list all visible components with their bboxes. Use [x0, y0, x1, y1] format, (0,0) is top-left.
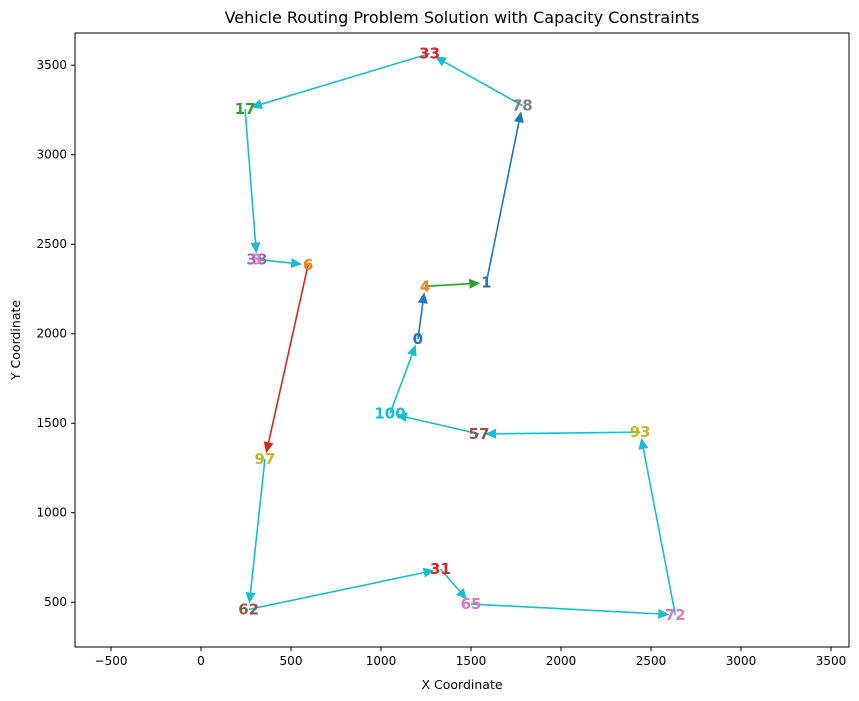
plot-frame — [74, 32, 850, 648]
node-label: 72 — [665, 606, 686, 624]
x-tick-label: 1000 — [366, 654, 397, 668]
y-axis-label: Y Coordinate — [8, 300, 23, 381]
x-tick-label: 2500 — [636, 654, 667, 668]
route-edge — [425, 282, 470, 288]
route-arrowhead — [469, 278, 481, 289]
node-label: 93 — [630, 423, 651, 441]
x-tick-label: 2000 — [546, 654, 577, 668]
y-tick-label: 1500 — [36, 416, 67, 430]
route-edge — [485, 121, 520, 283]
route-edge — [417, 303, 424, 340]
node-label: 100 — [374, 404, 405, 422]
route-edge — [439, 568, 461, 592]
x-axis-ticks: −500 0 500 1000 1500 2000 2500 3000 3500 — [95, 647, 847, 668]
x-tick-label: 500 — [280, 654, 303, 668]
x-tick-label: 0 — [197, 654, 205, 668]
y-axis-ticks: 500 1000 1500 2000 2500 3000 3500 — [36, 58, 75, 609]
route-arrowhead — [658, 608, 670, 619]
route-edge — [389, 354, 413, 414]
route-edge — [244, 109, 257, 243]
node-label: 31 — [430, 560, 451, 578]
route-edge — [406, 416, 480, 435]
route-arrowhead — [395, 412, 408, 423]
route-arrowhead — [290, 258, 303, 269]
y-tick-label: 500 — [44, 595, 67, 609]
route-arrowhead — [263, 441, 274, 454]
route-edge — [267, 264, 309, 443]
y-tick-label: 3000 — [36, 148, 67, 162]
route-arrowhead — [417, 292, 428, 304]
route-edge — [444, 61, 523, 107]
y-tick-label: 2000 — [36, 327, 67, 341]
route-arrowhead — [250, 99, 263, 109]
route-edge — [642, 448, 677, 615]
chart-title: Vehicle Routing Problem Solution with Ca… — [225, 8, 700, 27]
route-edge — [249, 458, 266, 593]
route-arrowhead — [245, 591, 256, 604]
y-tick-label: 3500 — [36, 58, 67, 72]
x-tick-label: 3000 — [726, 654, 757, 668]
node-label: 62 — [238, 600, 259, 618]
route-arrowhead — [407, 344, 417, 357]
node-label: 4 — [420, 277, 430, 295]
y-tick-label: 2500 — [36, 237, 67, 251]
node-label: 97 — [254, 450, 275, 468]
route-edge — [261, 52, 430, 105]
route-arrowhead — [250, 242, 261, 254]
node-label: 17 — [235, 100, 256, 118]
plot-area: 0 4 1 78 33 17 383 6 97 62 31 65 72 93 57 100 — [235, 45, 686, 624]
route-arrowhead — [514, 111, 524, 124]
node-label: 6 — [303, 256, 313, 274]
node-label: 3 — [252, 250, 262, 268]
y-tick-label: 1000 — [36, 506, 67, 520]
x-axis-label: X Coordinate — [421, 677, 502, 692]
node-label: 0 — [413, 330, 423, 348]
route-edge — [248, 571, 424, 611]
node-label: 65 — [461, 595, 482, 613]
route-arrowhead — [434, 56, 447, 67]
node-label: 33 — [419, 45, 440, 63]
node-label: 1 — [481, 274, 491, 292]
route-arrowhead — [456, 587, 468, 600]
route-edge — [256, 258, 292, 264]
route-arrowhead — [638, 438, 649, 450]
node-label: 78 — [512, 96, 533, 114]
route-arrowhead — [422, 567, 435, 578]
route-arrowhead — [485, 428, 497, 439]
node-label: 57 — [469, 425, 490, 443]
x-tick-label: 1500 — [456, 654, 487, 668]
route-edge — [496, 431, 641, 435]
node-label: 38 — [246, 250, 267, 268]
x-tick-label: 3500 — [816, 654, 847, 668]
route-edge — [470, 603, 659, 615]
x-tick-label: −500 — [95, 654, 128, 668]
